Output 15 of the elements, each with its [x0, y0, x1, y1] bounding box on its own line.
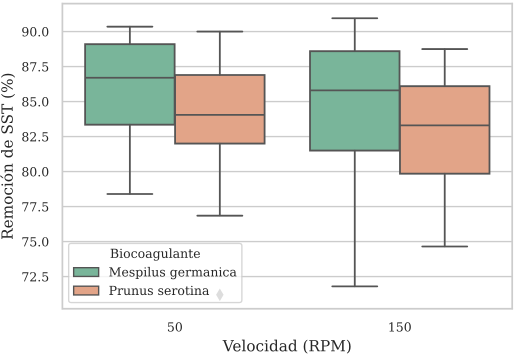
y-tick-label: 87.5 [22, 62, 48, 72]
y-tick-label: 80.0 [22, 167, 48, 177]
x-tick-label: 150 [389, 322, 411, 332]
y-tick-label: 90.0 [22, 27, 48, 36]
y-axis-title: Remoción de SST (%) [0, 74, 16, 240]
x-tick-label: 50 [168, 322, 182, 332]
y-tick-label: 82.5 [22, 132, 48, 142]
y-tick-label: 75.0 [22, 237, 48, 247]
legend-label: Mespilus germanica [109, 266, 237, 280]
y-tick-label: 85.0 [22, 97, 48, 107]
legend-title: Biocoagulante [110, 248, 200, 261]
y-tick-label: 72.5 [22, 272, 48, 282]
y-tick-label: 77.5 [22, 202, 48, 212]
legend-label: Prunus serotina [109, 286, 210, 296]
x-axis-title: Velocidad (RPM) [222, 340, 351, 354]
